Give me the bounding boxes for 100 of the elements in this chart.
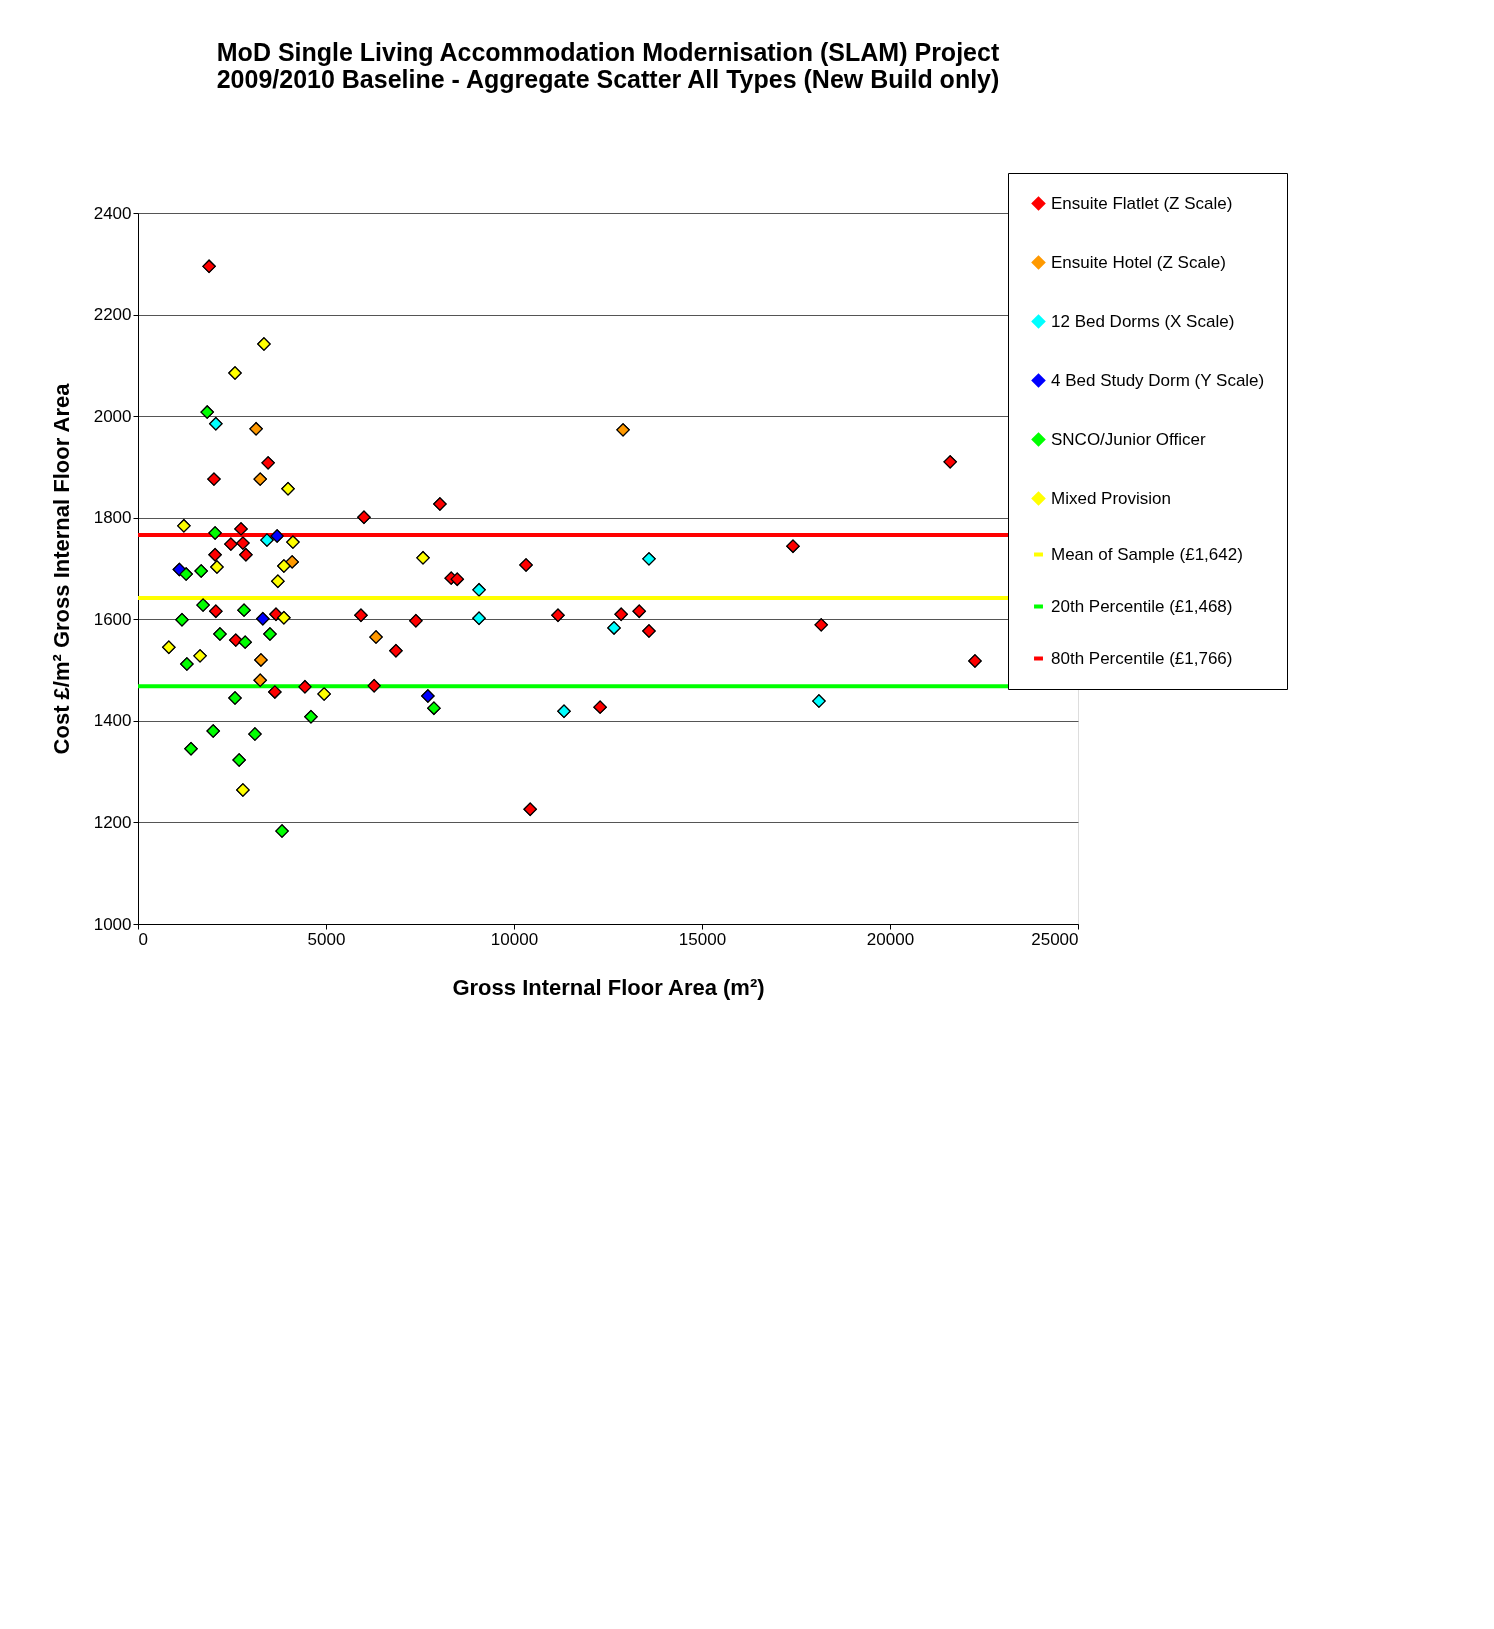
legend-label: Ensuite Hotel (Z Scale) [1051, 252, 1226, 272]
y-tick-label: 2400 [93, 203, 132, 223]
y-tick-label: 1000 [93, 914, 132, 934]
x-tick-label: 0 [138, 929, 148, 949]
point [281, 482, 295, 496]
x-tick-label: 10000 [490, 929, 539, 949]
point [298, 680, 312, 694]
legend-label: 12 Bed Dorms (X Scale) [1051, 311, 1235, 331]
point [367, 679, 381, 693]
point [184, 742, 198, 756]
point [427, 701, 441, 715]
point [357, 510, 371, 524]
point [193, 649, 207, 663]
x-axis-title: Gross Internal Floor Area (m²) [452, 974, 765, 1000]
x-tick-label: 20000 [866, 929, 915, 949]
point [616, 423, 630, 437]
point [229, 633, 243, 647]
point [261, 456, 275, 470]
point [237, 603, 251, 617]
point [208, 548, 222, 562]
y-axis-title: Cost £/m² Gross Internal Floor Area [48, 382, 74, 755]
y-tick-label: 1200 [93, 812, 132, 832]
x-tick-label: 25000 [1031, 929, 1079, 949]
point [206, 724, 220, 738]
point [194, 564, 208, 578]
point [421, 689, 435, 703]
point [642, 624, 656, 638]
point [632, 604, 646, 618]
point [228, 366, 242, 380]
point [814, 618, 828, 632]
legend-label: Mixed Provision [1051, 488, 1171, 508]
point [210, 560, 224, 574]
point [270, 529, 284, 543]
point [607, 621, 621, 635]
point [277, 559, 291, 573]
point [317, 687, 331, 701]
point [369, 630, 383, 644]
legend-label: Mean of Sample (£1,642) [1051, 544, 1243, 564]
legend-label: SNCO/Junior Officer [1051, 429, 1206, 449]
point [472, 611, 486, 625]
y-tick-label: 1400 [93, 711, 132, 731]
point [260, 533, 274, 547]
point [236, 783, 250, 797]
point [248, 727, 262, 741]
point [179, 567, 193, 581]
point [202, 259, 216, 274]
point [968, 654, 982, 668]
point [472, 583, 486, 597]
y-tick-label: 1800 [93, 508, 132, 528]
point [249, 422, 263, 436]
point [943, 455, 957, 469]
point [450, 572, 464, 586]
point [253, 472, 267, 486]
legend-label: 20th Percentile (£1,468) [1051, 596, 1233, 616]
point [812, 694, 826, 708]
point [213, 627, 227, 641]
point [786, 539, 800, 553]
point [209, 604, 223, 618]
point [207, 472, 221, 486]
point [263, 627, 277, 641]
point [175, 613, 189, 627]
point [416, 551, 430, 565]
point [236, 536, 250, 550]
point [433, 497, 447, 511]
point [238, 635, 252, 649]
legend-label: 4 Bed Study Dorm (Y Scale) [1051, 370, 1265, 390]
point [162, 640, 176, 654]
x-tick-label: 5000 [307, 929, 346, 949]
y-tick-label: 2000 [93, 406, 132, 426]
point [304, 710, 318, 724]
point [177, 519, 191, 533]
point [268, 685, 282, 699]
point [180, 657, 194, 671]
point [557, 704, 571, 718]
point [614, 607, 628, 621]
legend-label: Ensuite Flatlet (Z Scale) [1051, 193, 1233, 213]
point [200, 405, 214, 419]
point [254, 653, 268, 667]
point [234, 522, 248, 536]
point [228, 691, 242, 705]
point [285, 555, 299, 569]
point [239, 548, 253, 562]
point [253, 673, 267, 687]
point [275, 824, 289, 838]
point [256, 612, 270, 626]
point [209, 417, 223, 431]
point [389, 644, 403, 658]
x-tick-label: 15000 [678, 929, 727, 949]
point [409, 614, 423, 628]
point [277, 611, 291, 625]
point [551, 608, 565, 622]
text: MoD Single Living Accommodation Modernisation (SLAM) Project [216, 37, 1000, 66]
point [642, 552, 656, 566]
y-tick-label: 2200 [93, 305, 132, 325]
point [232, 753, 246, 767]
point [224, 537, 238, 551]
point [519, 558, 533, 572]
legend-label: 80th Percentile (£1,766) [1051, 648, 1233, 668]
point [286, 535, 300, 549]
point [257, 337, 271, 351]
